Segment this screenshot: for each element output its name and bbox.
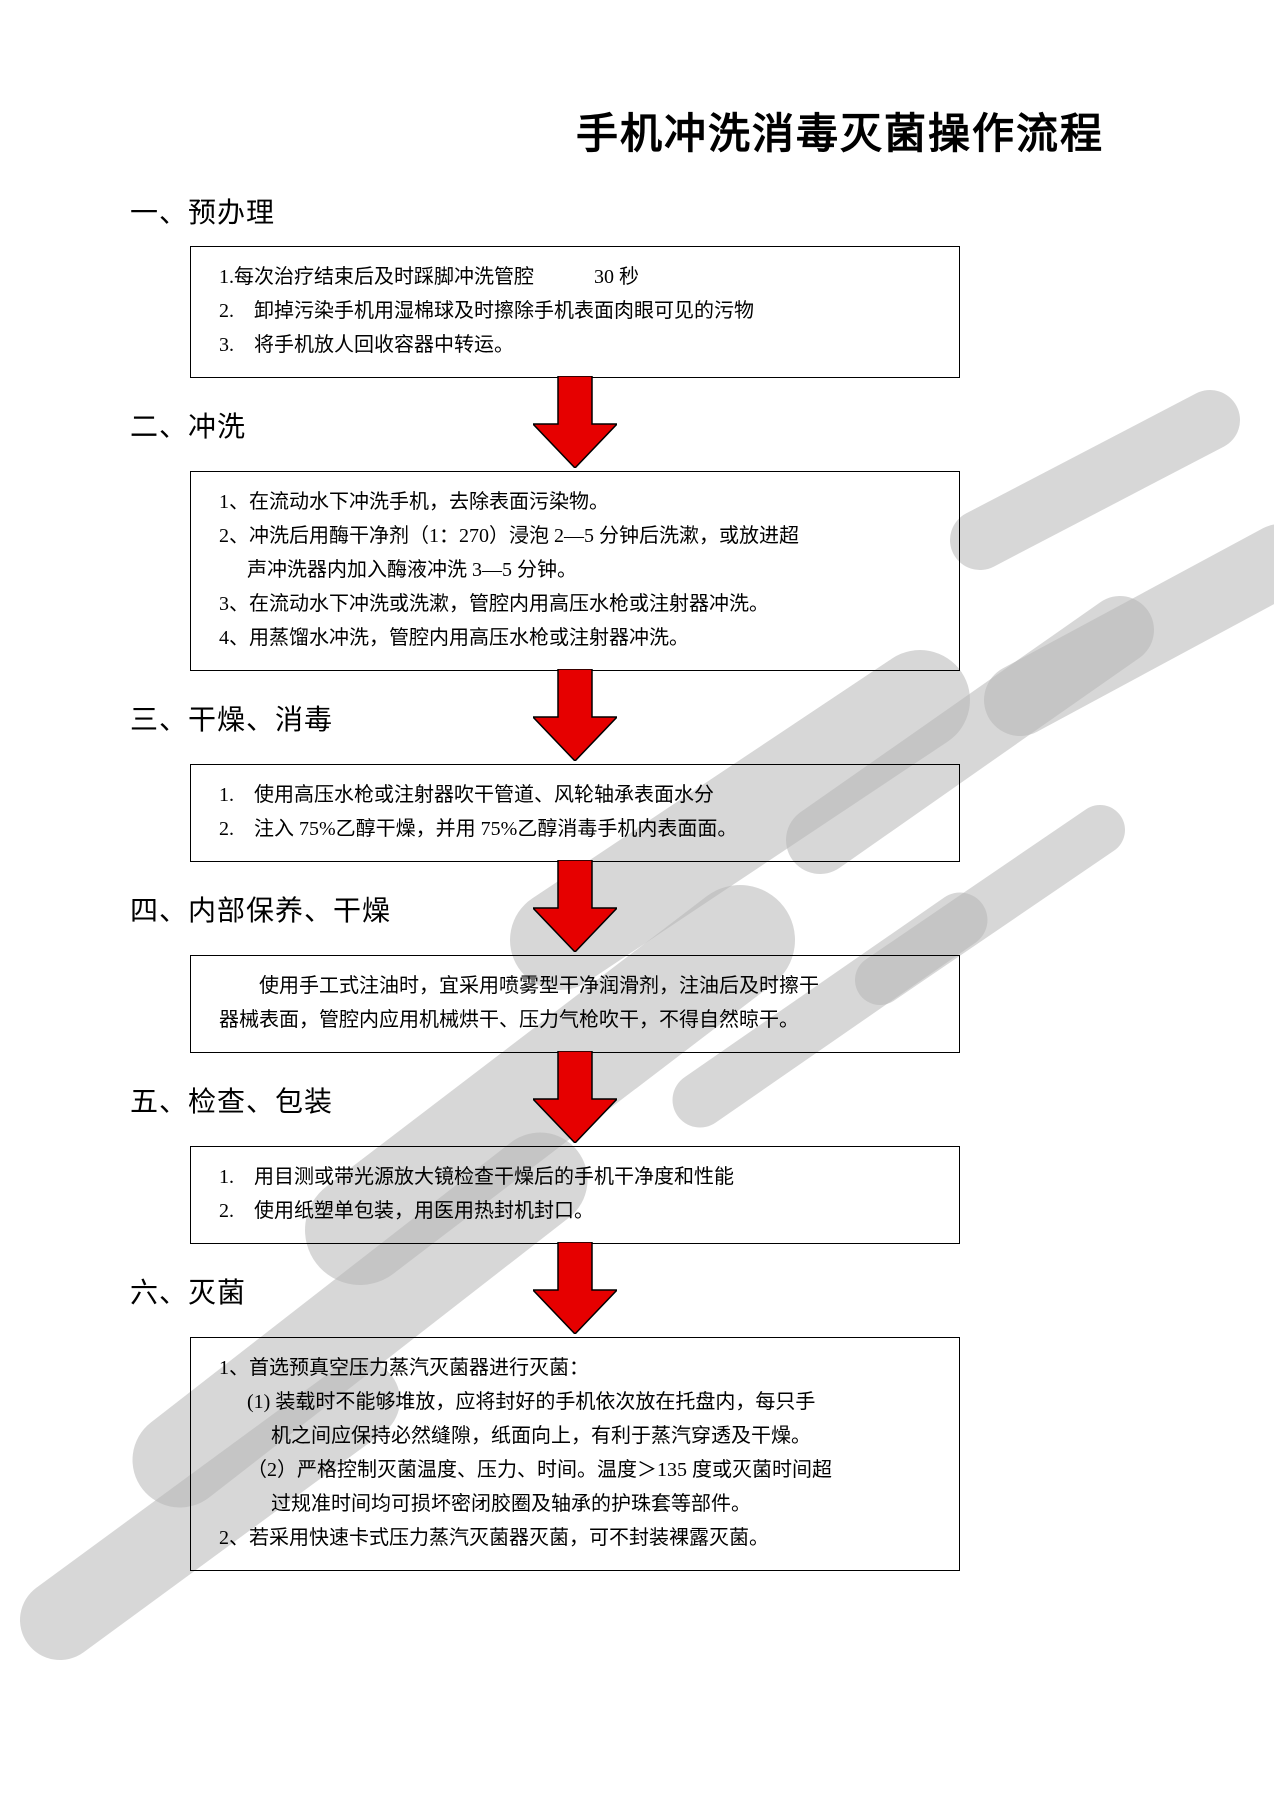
- step-item: 机之间应保持必然缝隙，纸面向上，有利于蒸汽穿透及干燥。: [219, 1420, 941, 1452]
- step-item: (1) 装载时不能够堆放，应将封好的手机依次放在托盘内，每只手: [219, 1386, 941, 1418]
- section-heading: 二、冲洗: [130, 405, 246, 445]
- section-heading: 一、预办理: [130, 191, 1144, 231]
- page-content: 手机冲洗消毒灭菌操作流程 一、预办理 1.每次治疗结束后及时踩脚冲洗管腔 30 秒…: [0, 0, 1274, 1631]
- step-item: 2. 注入 75%乙醇干燥，并用 75%乙醇消毒手机内表面面。: [219, 813, 941, 845]
- arrow-icon: [533, 669, 617, 761]
- arrow-icon: [533, 860, 617, 952]
- arrow-container: 二、冲洗: [190, 376, 960, 473]
- arrow-container: 四、内部保养、干燥: [190, 860, 960, 957]
- step-item: 过规准时间均可损坏密闭胶圈及轴承的护珠套等部件。: [219, 1488, 941, 1520]
- arrow-icon: [533, 1242, 617, 1334]
- section-heading: 三、干燥、消毒: [130, 698, 333, 738]
- step-box: 1. 用目测或带光源放大镜检查干燥后的手机干净度和性能2. 使用纸塑单包装，用医…: [190, 1146, 960, 1244]
- step-item: 1. 使用高压水枪或注射器吹干管道、风轮轴承表面水分: [219, 779, 941, 811]
- step-item: 使用手工式注油时，宜采用喷雾型干净润滑剂，注油后及时擦干: [219, 970, 941, 1002]
- flowchart: 一、预办理 1.每次治疗结束后及时踩脚冲洗管腔 30 秒2. 卸掉污染手机用湿棉球…: [130, 191, 1144, 1571]
- section-heading: 五、检查、包装: [130, 1080, 333, 1120]
- step-item: 声冲洗器内加入酶液冲洗 3—5 分钟。: [219, 554, 941, 586]
- step-item: 2. 卸掉污染手机用湿棉球及时擦除手机表面肉眼可见的污物: [219, 295, 941, 327]
- step-item: （2）严格控制灭菌温度、压力、时间。温度＞135 度或灭菌时间超: [219, 1454, 941, 1486]
- arrow-container: 三、干燥、消毒: [190, 669, 960, 766]
- arrow-icon: [533, 1051, 617, 1143]
- page-title: 手机冲洗消毒灭菌操作流程: [130, 100, 1144, 161]
- step-item: 1、在流动水下冲洗手机，去除表面污染物。: [219, 486, 941, 518]
- step-item: 4、用蒸馏水冲洗，管腔内用高压水枪或注射器冲洗。: [219, 622, 941, 654]
- step-item: 1.每次治疗结束后及时踩脚冲洗管腔 30 秒: [219, 261, 941, 293]
- step-item: 1. 用目测或带光源放大镜检查干燥后的手机干净度和性能: [219, 1161, 941, 1193]
- step-item: 3、在流动水下冲洗或洗漱，管腔内用高压水枪或注射器冲洗。: [219, 588, 941, 620]
- arrow-container: 五、检查、包装: [190, 1051, 960, 1148]
- step-box: 1、在流动水下冲洗手机，去除表面污染物。2、冲洗后用酶干净剂（1：270）浸泡 …: [190, 471, 960, 671]
- section-heading: 四、内部保养、干燥: [130, 889, 391, 929]
- section-heading: 六、灭菌: [130, 1271, 246, 1311]
- step-box: 使用手工式注油时，宜采用喷雾型干净润滑剂，注油后及时擦干器械表面，管腔内应用机械…: [190, 955, 960, 1053]
- step-item: 2. 使用纸塑单包装，用医用热封机封口。: [219, 1195, 941, 1227]
- step-box: 1. 使用高压水枪或注射器吹干管道、风轮轴承表面水分2. 注入 75%乙醇干燥，…: [190, 764, 960, 862]
- step-item: 器械表面，管腔内应用机械烘干、压力气枪吹干，不得自然晾干。: [219, 1004, 941, 1036]
- step-item: 2、冲洗后用酶干净剂（1：270）浸泡 2—5 分钟后洗漱，或放进超: [219, 520, 941, 552]
- arrow-container: 六、灭菌: [190, 1242, 960, 1339]
- step-box: 1、首选预真空压力蒸汽灭菌器进行灭菌：(1) 装载时不能够堆放，应将封好的手机依…: [190, 1337, 960, 1571]
- step-box: 1.每次治疗结束后及时踩脚冲洗管腔 30 秒2. 卸掉污染手机用湿棉球及时擦除手…: [190, 246, 960, 378]
- arrow-icon: [533, 376, 617, 468]
- step-item: 3. 将手机放人回收容器中转运。: [219, 329, 941, 361]
- step-item: 2、若采用快速卡式压力蒸汽灭菌器灭菌，可不封装裸露灭菌。: [219, 1522, 941, 1554]
- step-item: 1、首选预真空压力蒸汽灭菌器进行灭菌：: [219, 1352, 941, 1384]
